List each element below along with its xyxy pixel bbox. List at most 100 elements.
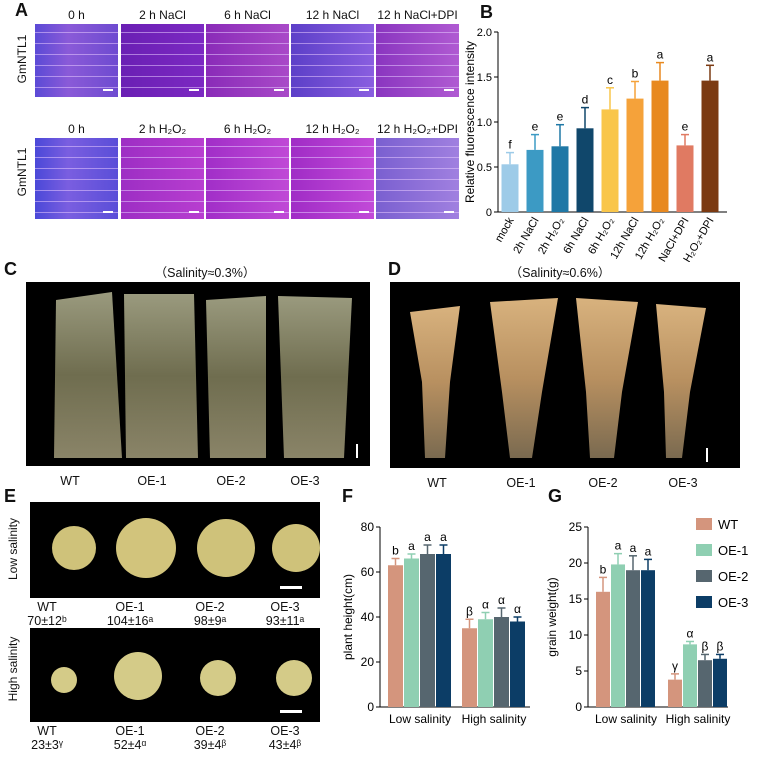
bar xyxy=(668,679,682,707)
panel-d-label-wt: WT xyxy=(427,476,447,490)
significance-letter: a xyxy=(615,539,622,553)
seed-group-name: WT xyxy=(37,724,57,738)
legend-swatch xyxy=(696,518,712,530)
significance-letter: b xyxy=(600,562,607,576)
panel-d-label-oe2: OE-2 xyxy=(588,476,618,490)
legend-label: OE-1 xyxy=(718,543,748,558)
micrograph-1-3 xyxy=(206,24,289,97)
panel-label-g: G xyxy=(548,486,563,506)
bar xyxy=(576,128,594,212)
seed-count: 52±4ᵅ xyxy=(113,738,147,752)
panel-e-low-photo xyxy=(30,502,320,598)
significance-letter: b xyxy=(392,544,399,558)
y-axis-label: grain weight(g) xyxy=(545,577,559,656)
seed-group-name: OE-3 xyxy=(270,724,300,738)
panel-label-f: F xyxy=(342,486,353,506)
micrograph-label-1-5: 12 h NaCl+DPI xyxy=(377,8,458,22)
scale-bar xyxy=(274,211,284,213)
bar xyxy=(510,621,525,707)
y-tick-label: 25 xyxy=(569,520,583,534)
panel-d-title: （Salinity≈0.6%） xyxy=(509,266,611,280)
y-tick-label: 5 xyxy=(575,664,582,678)
bar xyxy=(713,658,727,707)
y-tick-label: 80 xyxy=(361,520,375,534)
bar xyxy=(436,554,451,707)
legend-label: OE-2 xyxy=(718,569,748,584)
micrograph-label-1-4: 12 h NaCl xyxy=(305,8,360,22)
micrograph-label-1-3: 6 h NaCl xyxy=(224,8,271,22)
legend-label: WT xyxy=(718,517,738,532)
micrograph-label-2-4: 12 h H₂O₂ xyxy=(305,122,360,136)
micrograph-1-5 xyxy=(376,24,459,97)
significance-letter: e xyxy=(682,120,689,134)
panel-e-low-seeds xyxy=(52,518,320,589)
seed-count: 70±12ᵇ xyxy=(27,614,67,628)
panel-c-label-wt: WT xyxy=(60,474,80,488)
y-axis-label: Relative fluorescence intensity xyxy=(463,41,477,203)
scale-bar xyxy=(103,211,113,213)
significance-letter: γ xyxy=(672,659,678,673)
legend-label: OE-3 xyxy=(718,595,748,610)
y-tick-label: 1.5 xyxy=(477,72,492,84)
y-tick-label: 1.0 xyxy=(477,117,492,129)
panel-c-plants xyxy=(54,292,358,458)
panel-e-high-label: High salinity xyxy=(6,636,20,702)
bar xyxy=(626,98,644,212)
seed-group-name: OE-1 xyxy=(115,724,145,738)
significance-letter: α xyxy=(687,626,694,640)
bar xyxy=(601,109,619,212)
significance-letter: α xyxy=(514,602,521,616)
seed-count: 23±3ᵞ xyxy=(31,738,63,752)
y-tick-label: 0 xyxy=(575,700,582,714)
panel-c-label-oe3: OE-3 xyxy=(290,474,320,488)
micrograph-label-1-2: 2 h NaCl xyxy=(139,8,186,22)
significance-letter: c xyxy=(607,73,613,87)
significance-letter: e xyxy=(557,110,564,124)
y-axis-label: plant height(cm) xyxy=(341,574,355,660)
seed-group-name: OE-2 xyxy=(195,724,225,738)
y-tick-label: 0.5 xyxy=(477,162,492,174)
y-tick-label: 0 xyxy=(486,207,492,219)
panel-d-label-oe3: OE-3 xyxy=(668,476,698,490)
significance-letter: α xyxy=(482,598,489,612)
panel-a-row2-label: GmNTL1 xyxy=(15,147,29,197)
scale-bar xyxy=(189,89,199,91)
bar xyxy=(501,164,519,212)
micrograph-2-5 xyxy=(376,138,459,219)
panel-label-d: D xyxy=(388,259,401,279)
seed-count: 43±4ᵝ xyxy=(268,738,302,752)
y-tick-label: 60 xyxy=(361,565,375,579)
micrograph-label-2-3: 6 h H₂O₂ xyxy=(223,122,272,136)
seed-count: 93±11ᵃ xyxy=(265,614,305,628)
significance-letter: a xyxy=(630,541,637,555)
significance-letter: f xyxy=(508,138,512,152)
significance-letter: a xyxy=(424,530,431,544)
y-tick-label: 15 xyxy=(569,592,583,606)
panel-label-c: C xyxy=(4,259,17,279)
panel-label-e: E xyxy=(4,486,17,506)
bar xyxy=(641,570,655,707)
bar xyxy=(551,146,569,212)
category-label: High salinity xyxy=(666,712,731,726)
panel-a-row1-label: GmNTL1 xyxy=(15,34,29,84)
bar xyxy=(494,617,509,707)
micrograph-label-2-2: 2 h H₂O₂ xyxy=(138,122,187,136)
significance-letter: a xyxy=(440,530,447,544)
seed-group-name: OE-1 xyxy=(115,600,145,614)
panel-c-label-oe1: OE-1 xyxy=(137,474,167,488)
panel-c-photo xyxy=(26,282,370,466)
significance-letter: β xyxy=(702,639,709,653)
panel-label-a: A xyxy=(15,0,28,20)
significance-letter: d xyxy=(582,93,589,107)
significance-letter: e xyxy=(532,120,539,134)
seed-count: 39±4ᵝ xyxy=(193,738,227,752)
micrograph-2-3 xyxy=(206,138,289,219)
scale-bar xyxy=(274,89,284,91)
scale-bar xyxy=(103,89,113,91)
bar xyxy=(683,644,697,707)
bar xyxy=(478,619,493,707)
scale-bar xyxy=(359,211,369,213)
legend-swatch xyxy=(696,544,712,556)
